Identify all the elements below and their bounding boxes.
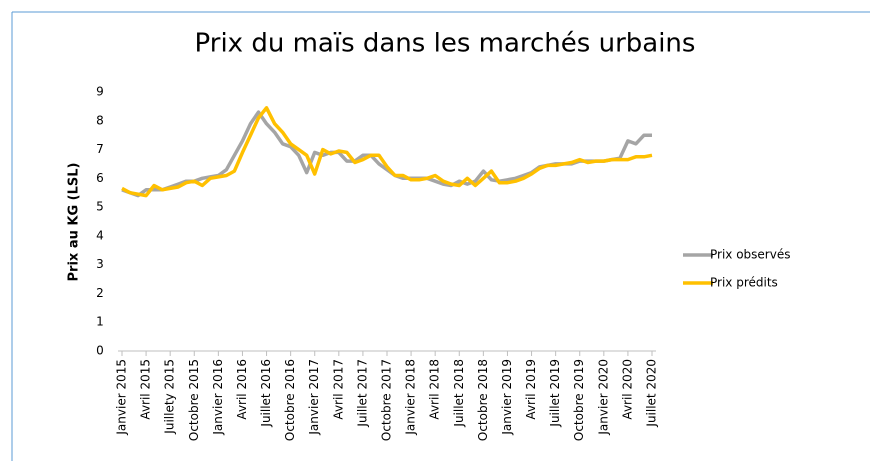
y-tick-label: 4 <box>96 228 104 242</box>
x-tick-label: Juillet 2019 <box>548 359 562 428</box>
x-tick-label: Janvier 2017 <box>307 359 321 436</box>
series-line <box>121 106 653 198</box>
x-tick-label: Octobre 2016 <box>283 359 297 441</box>
y-axis-label: Prix au KG (LSL) <box>67 163 82 282</box>
y-tick-label: 6 <box>96 171 104 185</box>
y-tick-label: 2 <box>96 286 104 300</box>
x-tick-label: Avril 2020 <box>620 359 634 420</box>
x-tick-label: Avril 2015 <box>139 359 153 420</box>
y-tick-label: 9 <box>96 85 104 99</box>
x-tick-label: Juillet 2016 <box>259 359 273 428</box>
chart-title: Prix du maïs dans les marchés urbains <box>195 29 696 59</box>
y-tick-label: 5 <box>96 200 104 214</box>
y-tick-label: 3 <box>96 257 104 271</box>
x-tick-label: Janvier 2016 <box>211 359 225 436</box>
x-tick-label: Juillet 2017 <box>355 359 369 428</box>
x-tick-label: Octobre 2018 <box>476 359 490 441</box>
legend-label: Prix observés <box>710 248 790 262</box>
x-tick-label: Avril 2017 <box>331 359 345 420</box>
x-tick-label: Juillet 2018 <box>452 359 466 428</box>
x-tick-label: Janvier 2018 <box>404 359 418 436</box>
series-line <box>121 110 652 198</box>
x-tick-label: Janvier 2019 <box>500 359 514 436</box>
x-tick-label: Janvier 2015 <box>115 359 129 436</box>
x-tick-label: Octobre 2015 <box>187 359 201 441</box>
y-tick-label: 1 <box>96 315 104 329</box>
x-tick-label: Avril 2019 <box>524 359 538 420</box>
y-tick-label: 0 <box>96 344 104 358</box>
x-tick-label: Juillet 2020 <box>645 359 659 428</box>
y-tick-label: 7 <box>96 142 104 156</box>
legend-label: Prix prédits <box>710 276 778 290</box>
x-tick-label: Avril 2018 <box>428 359 442 420</box>
y-tick-label: 8 <box>96 113 104 127</box>
x-tick-label: Janvier 2020 <box>596 359 610 436</box>
x-tick-label: Octobre 2019 <box>572 359 586 441</box>
x-tick-label: Juillety 2015 <box>163 359 177 435</box>
x-tick-label: Octobre 2017 <box>380 359 394 441</box>
x-tick-label: Avril 2016 <box>235 359 249 420</box>
